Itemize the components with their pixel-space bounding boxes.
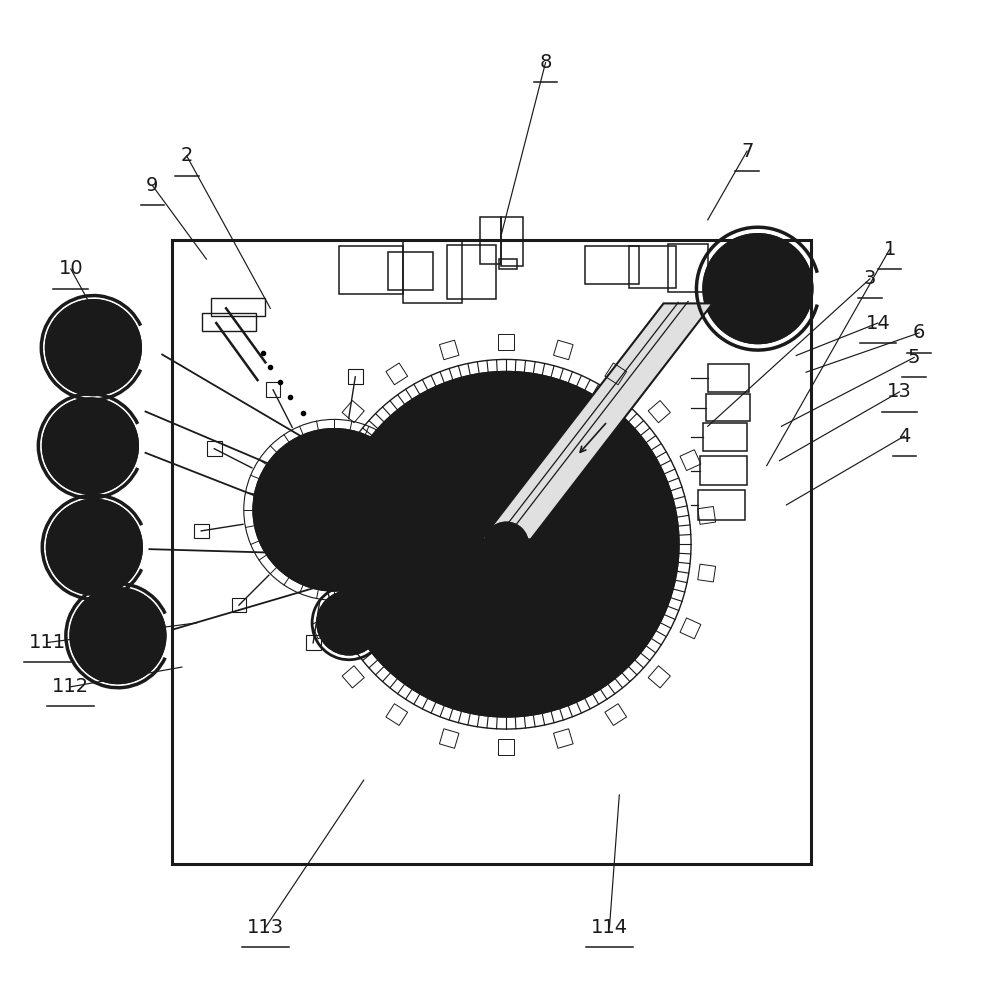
Bar [585, 246, 639, 284]
Bar [629, 246, 676, 288]
Bar [706, 394, 750, 421]
Circle shape [334, 372, 678, 716]
Bar [668, 244, 708, 292]
Bar [403, 240, 462, 303]
Text: 112: 112 [52, 677, 89, 696]
Text: 14: 14 [865, 314, 891, 333]
Text: 1: 1 [884, 240, 896, 259]
Text: 8: 8 [540, 53, 551, 72]
Bar [306, 635, 320, 650]
Bar [553, 340, 573, 360]
Bar [342, 666, 365, 688]
Circle shape [328, 504, 340, 516]
Circle shape [499, 537, 513, 551]
Bar [605, 704, 626, 725]
Bar [447, 564, 462, 578]
Bar [172, 240, 811, 864]
Bar [422, 407, 436, 422]
Bar [202, 313, 256, 331]
Bar [698, 507, 716, 524]
Circle shape [386, 594, 449, 657]
Text: 2: 2 [181, 146, 193, 165]
Bar [648, 401, 670, 423]
Text: 114: 114 [591, 918, 628, 937]
Text: 7: 7 [741, 142, 753, 161]
Bar [339, 246, 403, 294]
Bar [386, 704, 408, 725]
Bar [439, 729, 459, 748]
Bar [342, 401, 365, 423]
Bar [297, 564, 315, 582]
Bar [312, 450, 332, 471]
Text: 10: 10 [58, 259, 84, 278]
Circle shape [254, 429, 415, 590]
Bar [648, 666, 670, 688]
Text: 111: 111 [29, 633, 66, 652]
Bar [388, 252, 433, 290]
Bar [265, 382, 280, 397]
Bar [194, 524, 208, 538]
Bar [348, 369, 363, 384]
Circle shape [85, 537, 104, 557]
Circle shape [485, 523, 528, 566]
Bar [439, 340, 459, 360]
Bar [480, 217, 501, 264]
Bar [605, 363, 626, 385]
Text: 4: 4 [898, 427, 910, 446]
Text: 13: 13 [887, 382, 912, 401]
Bar [536, 537, 573, 561]
Bar [698, 564, 716, 582]
Bar [499, 259, 517, 269]
Bar [211, 298, 265, 316]
Bar [498, 334, 514, 350]
Bar [703, 423, 747, 451]
Bar [447, 245, 496, 299]
Circle shape [84, 338, 103, 357]
Text: 3: 3 [864, 269, 876, 288]
Bar [553, 729, 573, 748]
Bar [700, 456, 747, 485]
Bar [708, 364, 749, 392]
Bar [501, 217, 523, 266]
Bar [232, 598, 247, 612]
Polygon shape [482, 303, 713, 539]
Circle shape [108, 626, 128, 645]
Text: 9: 9 [146, 176, 158, 195]
Bar [297, 507, 315, 524]
Circle shape [43, 399, 138, 493]
Circle shape [47, 500, 142, 594]
Circle shape [46, 300, 141, 395]
Bar [460, 481, 475, 496]
Circle shape [318, 591, 380, 654]
Circle shape [81, 436, 100, 456]
Bar [680, 618, 701, 639]
Bar [388, 622, 403, 637]
Circle shape [71, 588, 165, 683]
Bar [386, 363, 408, 385]
Text: 5: 5 [908, 348, 920, 367]
Bar [680, 450, 701, 471]
Text: 6: 6 [913, 323, 925, 342]
Circle shape [704, 235, 812, 343]
Text: 113: 113 [247, 918, 284, 937]
Bar [206, 441, 221, 456]
Bar [498, 739, 514, 755]
Bar [698, 490, 745, 520]
Bar [312, 618, 332, 639]
